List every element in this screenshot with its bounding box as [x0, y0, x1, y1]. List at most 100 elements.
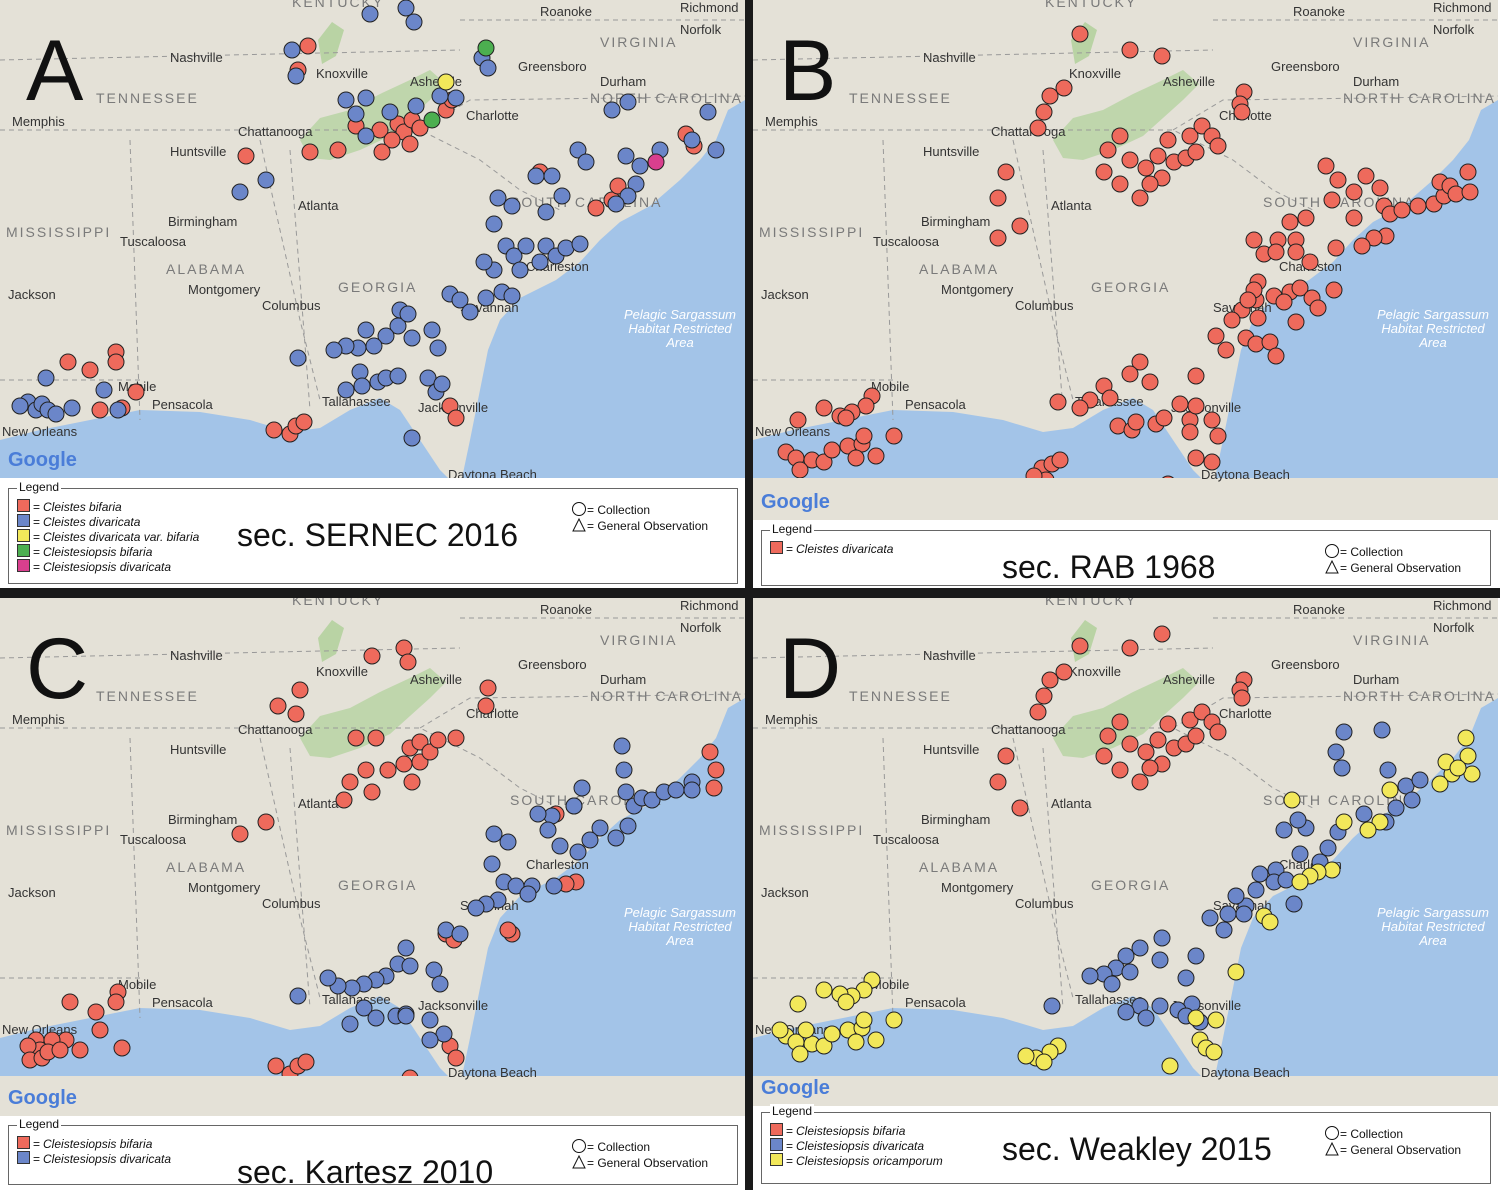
occurrence-marker-red[interactable] — [1159, 715, 1177, 733]
occurrence-marker-red[interactable] — [1345, 183, 1363, 201]
occurrence-marker-blue[interactable] — [617, 783, 635, 801]
occurrence-marker-red[interactable] — [295, 413, 313, 431]
occurrence-marker-red[interactable] — [1121, 639, 1139, 657]
occurrence-marker-blue[interactable] — [37, 369, 55, 387]
occurrence-marker-blue[interactable] — [397, 0, 415, 17]
occurrence-marker-red[interactable] — [1287, 313, 1305, 331]
occurrence-marker-blue[interactable] — [503, 197, 521, 215]
occurrence-marker-blue[interactable] — [477, 289, 495, 307]
occurrence-marker-yellow[interactable] — [791, 1045, 809, 1063]
occurrence-marker-blue[interactable] — [1103, 975, 1121, 993]
occurrence-marker-red[interactable] — [1049, 393, 1067, 411]
occurrence-marker-red[interactable] — [341, 773, 359, 791]
occurrence-marker-yellow[interactable] — [1187, 1009, 1205, 1027]
occurrence-marker-red[interactable] — [91, 1021, 109, 1039]
occurrence-marker-red[interactable] — [815, 453, 833, 471]
occurrence-marker-red[interactable] — [1181, 711, 1199, 729]
occurrence-marker-blue[interactable] — [565, 797, 583, 815]
occurrence-marker-blue[interactable] — [1153, 929, 1171, 947]
occurrence-marker-red[interactable] — [403, 773, 421, 791]
occurrence-marker-blue[interactable] — [231, 183, 249, 201]
occurrence-marker-blue[interactable] — [11, 397, 29, 415]
occurrence-marker-red[interactable] — [1101, 389, 1119, 407]
occurrence-marker-blue[interactable] — [343, 979, 361, 997]
occurrence-marker-blue[interactable] — [289, 987, 307, 1005]
occurrence-marker-blue[interactable] — [479, 59, 497, 77]
occurrence-marker-red[interactable] — [1041, 87, 1059, 105]
occurrence-marker-yellow[interactable] — [1017, 1047, 1035, 1065]
occurrence-marker-red[interactable] — [847, 449, 865, 467]
occurrence-marker-blue[interactable] — [1333, 759, 1351, 777]
occurrence-marker-red[interactable] — [87, 1003, 105, 1021]
occurrence-marker-red[interactable] — [1051, 451, 1069, 469]
occurrence-marker-yellow[interactable] — [1431, 775, 1449, 793]
occurrence-marker-blue[interactable] — [451, 291, 469, 309]
occurrence-marker-red[interactable] — [1131, 189, 1149, 207]
occurrence-marker-red[interactable] — [1071, 637, 1089, 655]
occurrence-marker-red[interactable] — [107, 353, 125, 371]
occurrence-marker-red[interactable] — [1233, 103, 1251, 121]
occurrence-marker-blue[interactable] — [569, 141, 587, 159]
occurrence-marker-blue[interactable] — [401, 957, 419, 975]
occurrence-marker-red[interactable] — [71, 1041, 89, 1059]
occurrence-marker-yellow[interactable] — [1359, 821, 1377, 839]
occurrence-marker-blue[interactable] — [537, 203, 555, 221]
occurrence-marker-blue[interactable] — [1327, 743, 1345, 761]
occurrence-marker-blue[interactable] — [1289, 811, 1307, 829]
occurrence-marker-blue[interactable] — [475, 253, 493, 271]
occurrence-marker-yellow[interactable] — [1261, 913, 1279, 931]
occurrence-marker-blue[interactable] — [483, 855, 501, 873]
occurrence-marker-blue[interactable] — [365, 337, 383, 355]
occurrence-marker-red[interactable] — [499, 921, 517, 939]
occurrence-marker-red[interactable] — [299, 37, 317, 55]
occurrence-marker-pink[interactable] — [647, 153, 665, 171]
occurrence-marker-blue[interactable] — [577, 153, 595, 171]
occurrence-marker-red[interactable] — [19, 1037, 37, 1055]
occurrence-marker-red[interactable] — [1459, 163, 1477, 181]
occurrence-marker-red[interactable] — [1371, 179, 1389, 197]
occurrence-marker-red[interactable] — [1365, 229, 1383, 247]
occurrence-marker-blue[interactable] — [341, 1015, 359, 1033]
occurrence-marker-blue[interactable] — [699, 103, 717, 121]
occurrence-marker-yellow[interactable] — [855, 1011, 873, 1029]
occurrence-marker-red[interactable] — [791, 461, 809, 478]
occurrence-marker-blue[interactable] — [485, 825, 503, 843]
occurrence-marker-blue[interactable] — [1215, 921, 1233, 939]
occurrence-marker-red[interactable] — [1111, 761, 1129, 779]
occurrence-marker-blue[interactable] — [421, 1011, 439, 1029]
occurrence-marker-red[interactable] — [855, 427, 873, 445]
occurrence-marker-red[interactable] — [1099, 141, 1117, 159]
occurrence-marker-red[interactable] — [1035, 687, 1053, 705]
occurrence-marker-red[interactable] — [1267, 347, 1285, 365]
occurrence-marker-red[interactable] — [347, 729, 365, 747]
occurrence-marker-yellow[interactable] — [867, 1031, 885, 1049]
occurrence-marker-red[interactable] — [287, 705, 305, 723]
occurrence-marker-red[interactable] — [1217, 341, 1235, 359]
occurrence-marker-blue[interactable] — [337, 91, 355, 109]
occurrence-marker-yellow[interactable] — [1335, 813, 1353, 831]
occurrence-marker-red[interactable] — [1041, 671, 1059, 689]
occurrence-marker-red[interactable] — [383, 131, 401, 149]
occurrence-marker-yellow[interactable] — [815, 981, 833, 999]
map-area[interactable]: Nashville Knoxville TENNESSEE KENTUCKY Memph… — [0, 0, 745, 478]
occurrence-marker-red[interactable] — [1287, 243, 1305, 261]
occurrence-marker-red[interactable] — [1160, 475, 1176, 478]
occurrence-marker-red[interactable] — [1301, 253, 1319, 271]
occurrence-marker-red[interactable] — [1239, 291, 1257, 309]
occurrence-marker-red[interactable] — [837, 409, 855, 427]
occurrence-marker-red[interactable] — [329, 141, 347, 159]
occurrence-marker-red[interactable] — [1025, 467, 1043, 478]
occurrence-marker-blue[interactable] — [389, 367, 407, 385]
occurrence-marker-blue[interactable] — [1387, 799, 1405, 817]
occurrence-marker-red[interactable] — [367, 729, 385, 747]
occurrence-marker-red[interactable] — [429, 731, 447, 749]
occurrence-marker-blue[interactable] — [1335, 723, 1353, 741]
occurrence-marker-red[interactable] — [1393, 201, 1411, 219]
occurrence-marker-red[interactable] — [1187, 367, 1205, 385]
occurrence-marker-blue[interactable] — [407, 97, 425, 115]
occurrence-marker-red[interactable] — [1111, 713, 1129, 731]
occurrence-marker-red[interactable] — [867, 447, 885, 465]
occurrence-marker-red[interactable] — [1345, 209, 1363, 227]
occurrence-marker-blue[interactable] — [397, 939, 415, 957]
occurrence-marker-blue[interactable] — [95, 381, 113, 399]
